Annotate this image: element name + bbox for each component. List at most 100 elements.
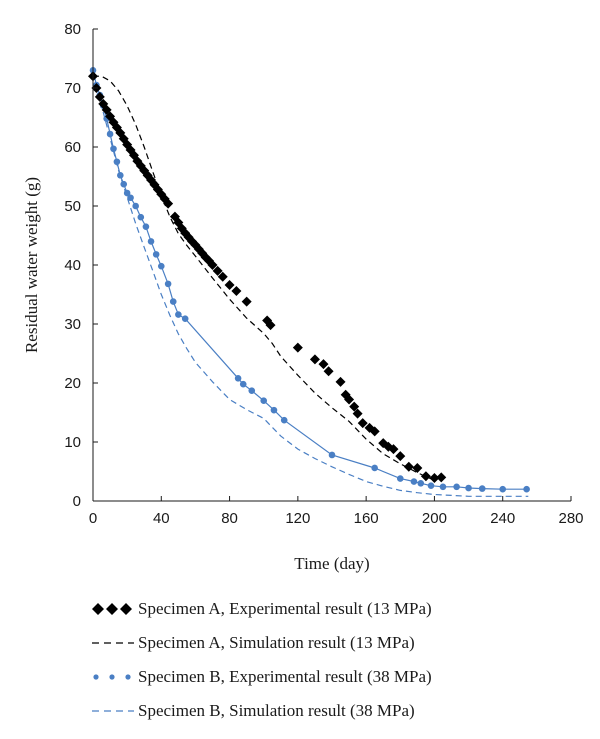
data-point xyxy=(152,251,160,258)
data-point xyxy=(328,451,336,459)
x-tick-label: 80 xyxy=(221,510,238,527)
data-point xyxy=(292,342,303,353)
data-point xyxy=(349,401,360,412)
data-point xyxy=(163,198,174,209)
legend-label: Specimen A, Simulation result (13 MPa) xyxy=(138,633,415,652)
plot-area xyxy=(88,67,530,497)
data-point xyxy=(248,387,256,394)
data-point xyxy=(371,464,378,472)
legend-item-series-2: Specimen A, Simulation result (13 MPa) xyxy=(88,626,588,660)
x-tick-label: 40 xyxy=(153,510,170,527)
data-point xyxy=(175,311,182,318)
legend-item-series-3: Specimen B, Experimental result (38 MPa) xyxy=(88,660,588,694)
data-point xyxy=(117,172,124,179)
y-tick-label: 50 xyxy=(64,198,81,215)
data-point xyxy=(234,374,242,382)
legend-swatch-diamonds xyxy=(92,603,132,615)
data-point xyxy=(110,145,117,153)
data-point xyxy=(369,426,380,437)
data-point xyxy=(137,213,145,221)
data-point xyxy=(157,262,165,270)
data-point xyxy=(120,180,128,188)
data-point xyxy=(169,298,177,305)
data-point xyxy=(217,271,228,282)
data-point xyxy=(132,202,139,210)
data-point xyxy=(335,376,346,387)
data-point xyxy=(478,485,486,492)
data-point xyxy=(231,285,242,296)
data-point xyxy=(403,461,414,472)
data-point xyxy=(436,472,447,483)
legend-label: Specimen B, Experimental result (38 MPa) xyxy=(138,667,432,686)
data-point xyxy=(197,248,208,259)
data-point xyxy=(318,359,329,370)
x-tick-label: 160 xyxy=(354,510,379,527)
x-ticks: 0 40 80 120 160 200 240 280 xyxy=(89,496,584,527)
data-point xyxy=(453,483,460,491)
legend-swatch-black-dashed xyxy=(92,642,134,644)
series-line-2 xyxy=(93,75,435,481)
data-point xyxy=(224,280,235,291)
data-point xyxy=(265,320,276,331)
data-point xyxy=(410,478,418,485)
data-point xyxy=(94,91,105,102)
legend-item-series-1: Specimen A, Experimental result (13 MPa) xyxy=(88,592,588,626)
x-tick-label: 200 xyxy=(422,510,447,527)
x-tick-label: 240 xyxy=(490,510,515,527)
series-line-4 xyxy=(92,73,529,497)
data-point xyxy=(127,194,134,202)
data-point xyxy=(118,133,129,144)
data-point xyxy=(207,260,218,270)
data-point xyxy=(181,315,189,322)
data-point xyxy=(344,394,355,405)
x-tick-label: 120 xyxy=(285,510,310,527)
data-point xyxy=(427,482,435,489)
data-point xyxy=(388,444,399,455)
data-point xyxy=(412,462,423,473)
data-point xyxy=(142,223,150,230)
data-point xyxy=(439,483,447,491)
data-point xyxy=(164,280,172,288)
legend-item-series-4: Specimen B, Simulation result (38 MPa) xyxy=(88,694,588,728)
y-tick-label: 20 xyxy=(64,375,81,392)
x-tick-label: 0 xyxy=(89,510,97,527)
chart: 0 40 80 120 160 200 240 280 0 10 20 30 40 50 60 70 80 T… xyxy=(22,21,584,573)
data-point xyxy=(106,130,114,138)
legend-swatch-blue-dots xyxy=(93,674,131,680)
y-axis-label: Residual water weight (g) xyxy=(22,177,41,353)
y-ticks: 0 10 20 30 40 50 60 70 80 xyxy=(64,21,98,510)
y-tick-label: 10 xyxy=(64,434,81,451)
data-point xyxy=(523,485,530,493)
data-point xyxy=(499,485,507,493)
data-point xyxy=(429,472,440,483)
y-tick-label: 30 xyxy=(64,316,81,333)
data-point xyxy=(147,238,155,245)
data-point xyxy=(420,471,431,482)
y-tick-label: 60 xyxy=(64,139,81,156)
data-point xyxy=(280,416,288,424)
legend-label: Specimen B, Simulation result (38 MPa) xyxy=(138,701,415,720)
data-point xyxy=(395,451,406,462)
axes xyxy=(92,29,571,502)
legend: Specimen A, Experimental result (13 MPa)… xyxy=(88,592,588,728)
data-point xyxy=(123,189,131,197)
x-axis-label: Time (day) xyxy=(294,554,369,573)
data-point xyxy=(417,480,425,487)
y-tick-label: 40 xyxy=(64,257,81,274)
data-point xyxy=(113,158,121,166)
y-tick-label: 80 xyxy=(64,21,81,38)
y-tick-label: 70 xyxy=(64,80,81,97)
x-tick-label: 280 xyxy=(558,510,583,527)
data-point xyxy=(241,296,252,307)
data-point xyxy=(260,397,268,405)
legend-label: Specimen A, Experimental result (13 MPa) xyxy=(138,599,432,618)
y-tick-label: 0 xyxy=(73,493,81,510)
data-point xyxy=(323,366,334,377)
data-point xyxy=(239,380,247,388)
data-point xyxy=(352,408,363,419)
series-line-3 xyxy=(92,70,527,490)
data-point xyxy=(270,406,278,414)
data-point xyxy=(309,354,320,365)
data-point xyxy=(212,265,223,276)
data-point xyxy=(396,475,404,482)
